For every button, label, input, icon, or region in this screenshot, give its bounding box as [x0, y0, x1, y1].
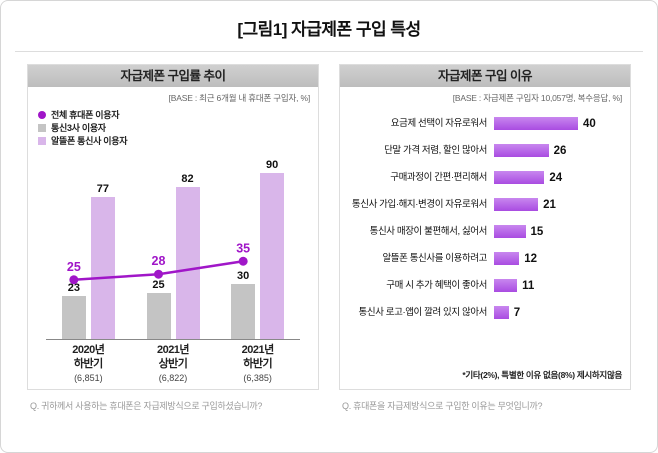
left-column: 자급제폰 구입률 추이 [BASE : 최근 6개월 내 휴대폰 구입자, %]… — [27, 64, 319, 412]
vertical-bar: 23 — [61, 282, 86, 339]
reason-value: 26 — [553, 144, 567, 157]
x-axis-base-count: (6,385) — [243, 372, 272, 383]
trend-line-overlay: 25 28 35 — [67, 241, 250, 285]
reason-label: 단말 가격 저렴, 할인 많아서 — [384, 144, 487, 156]
reason-value: 15 — [530, 225, 544, 238]
horizontal-bar — [494, 306, 509, 319]
reason-value: 40 — [583, 117, 596, 130]
reason-value: 24 — [549, 171, 563, 184]
reason-label: 구매과정이 간편·편리해서 — [390, 171, 487, 183]
right-question: Q. 휴대폰을 자급제방식으로 구입한 이유는 무엇입니까? — [342, 401, 543, 411]
horizontal-bar — [494, 252, 520, 265]
reason-row: 통신사 매장이 불편해서, 싫어서 15 — [344, 218, 624, 245]
left-base-note: [BASE : 최근 6개월 내 휴대폰 구입자, %] — [168, 93, 311, 103]
legend-label: 알뜰폰 통신사 이용자 — [51, 136, 128, 146]
horizontal-bar — [494, 198, 539, 211]
trend-point — [69, 275, 79, 285]
bar-value-label: 90 — [266, 158, 279, 171]
vertical-bar: 25 — [146, 279, 171, 339]
reason-row: 단말 가격 저렴, 할인 많아서 26 — [344, 137, 624, 164]
x-axis-category-line: 2021년 — [156, 344, 190, 356]
reason-row: 구매과정이 간편·편리해서 24 — [344, 164, 624, 191]
bar-value-label: 30 — [237, 269, 250, 282]
trend-point — [154, 269, 163, 279]
bar-value-label: 23 — [67, 282, 80, 295]
legend-item: 전체 휴대폰 이용자 — [38, 108, 318, 121]
reason-label: 요금제 선택이 자유로워서 — [390, 117, 488, 129]
right-base-note: [BASE : 자급제폰 구입자 10,057명, 복수응답, %] — [452, 93, 622, 103]
trend-x-axis-labels: 2020년 하반기 (6,851) 2021년 상반기 (6,822) 2021년 하반기 (6… — [46, 344, 300, 383]
bar-group: 30 90 — [215, 155, 300, 339]
legend-swatch-icon — [38, 123, 46, 132]
x-axis-category-line: 하반기 — [73, 357, 103, 370]
legend-swatch-icon — [38, 136, 46, 145]
reason-label: 통신사 가입·해지·변경이 자유로워서 — [351, 198, 488, 210]
x-axis-category: 2021년 하반기 (6,385) — [215, 344, 300, 383]
reason-label: 구매 시 추가 혜택이 좋아서 — [386, 279, 487, 291]
trend-point-value: 35 — [236, 241, 250, 255]
vertical-bar: 82 — [175, 173, 200, 339]
trend-point — [238, 256, 248, 266]
reason-value: 7 — [513, 306, 521, 319]
reason-row: 통신사 가입·해지·변경이 자유로워서 21 — [344, 191, 624, 218]
vertical-bar: 77 — [90, 183, 115, 339]
horizontal-bar — [494, 225, 526, 238]
bar-group: 23 77 — [46, 155, 131, 339]
horizontal-bar — [494, 171, 545, 184]
right-column: 자급제폰 구입 이유 [BASE : 자급제폰 구입자 10,057명, 복수응… — [339, 64, 631, 412]
reason-value: 11 — [522, 279, 535, 292]
legend-item: 통신3사 이용자 — [38, 121, 318, 134]
trend-point-value: 25 — [67, 260, 81, 274]
vertical-bar: 90 — [260, 159, 285, 339]
right-panel-header: 자급제폰 구입 이유 — [340, 65, 630, 87]
x-axis-category: 2020년 하반기 (6,851) — [46, 344, 131, 383]
reason-row: 요금제 선택이 자유로워서 40 — [344, 110, 624, 137]
x-axis-base-count: (6,851) — [74, 372, 103, 383]
bar-value-label: 82 — [181, 173, 194, 186]
reason-label: 통신사 매장이 불편해서, 싫어서 — [369, 225, 488, 237]
reason-row: 구매 시 추가 혜택이 좋아서 11 — [344, 272, 624, 299]
horizontal-bar — [494, 117, 578, 130]
vertical-bar: 30 — [231, 270, 256, 339]
x-axis-category-line: 2020년 — [72, 344, 105, 356]
trend-bar-groups: 23 77 25 82 30 90 — [46, 155, 300, 339]
x-axis-base-count: (6,822) — [158, 372, 188, 383]
reason-label: 알뜰폰 통신사를 이용하려고 — [382, 252, 487, 264]
panels-row: 자급제폰 구입률 추이 [BASE : 최근 6개월 내 휴대폰 구입자, %]… — [1, 64, 657, 412]
title-divider — [15, 51, 643, 52]
x-axis-category-line: 하반기 — [243, 357, 273, 370]
reason-row: 알뜰폰 통신사를 이용하려고 12 — [344, 245, 624, 272]
bar-value-label: 25 — [152, 278, 165, 291]
x-axis-category-line: 상반기 — [158, 357, 188, 370]
legend-label: 전체 휴대폰 이용자 — [51, 110, 120, 120]
reason-bar-chart: 요금제 선택이 자유로워서 40 단말 가격 저렴, 할인 많아서 26 구매과정이 간… — [340, 106, 630, 326]
reason-row: 통신사 로고·앱이 깔려 있지 않아서 7 — [344, 299, 624, 326]
legend-item: 알뜰폰 통신사 이용자 — [38, 134, 318, 147]
purchase-reason-panel: 자급제폰 구입 이유 [BASE : 자급제폰 구입자 10,057명, 복수응… — [339, 64, 631, 390]
bar-group: 25 82 — [131, 155, 216, 339]
figure-title: [그림1] 자급제폰 구입 특성 — [237, 20, 421, 39]
x-axis-category: 2021년 상반기 (6,822) — [131, 344, 216, 383]
trend-point-value: 28 — [152, 254, 166, 268]
left-question: Q. 귀하께서 사용하는 휴대폰은 자급제방식으로 구입하셨습니까? — [30, 401, 263, 411]
reason-value: 21 — [543, 198, 556, 211]
footnote: *기타(2%), 특별한 이유 없음(8%) 제시하지않음 — [462, 370, 622, 380]
bar-value-label: 77 — [96, 182, 109, 195]
left-panel-header: 자급제폰 구입률 추이 — [28, 65, 318, 87]
trend-chart-plot: 23 77 25 82 30 90 25 28 35 — [46, 155, 300, 340]
reason-value: 12 — [524, 252, 537, 265]
purchase-rate-panel: 자급제폰 구입률 추이 [BASE : 최근 6개월 내 휴대폰 구입자, %]… — [27, 64, 319, 390]
reason-label: 통신사 로고·앱이 깔려 있지 않아서 — [358, 306, 488, 318]
legend-dot-icon — [38, 110, 46, 119]
horizontal-bar — [494, 279, 518, 292]
horizontal-bar — [494, 144, 549, 157]
legend-label: 통신3사 이용자 — [51, 123, 106, 133]
x-axis-category-line: 2021년 — [241, 344, 275, 356]
